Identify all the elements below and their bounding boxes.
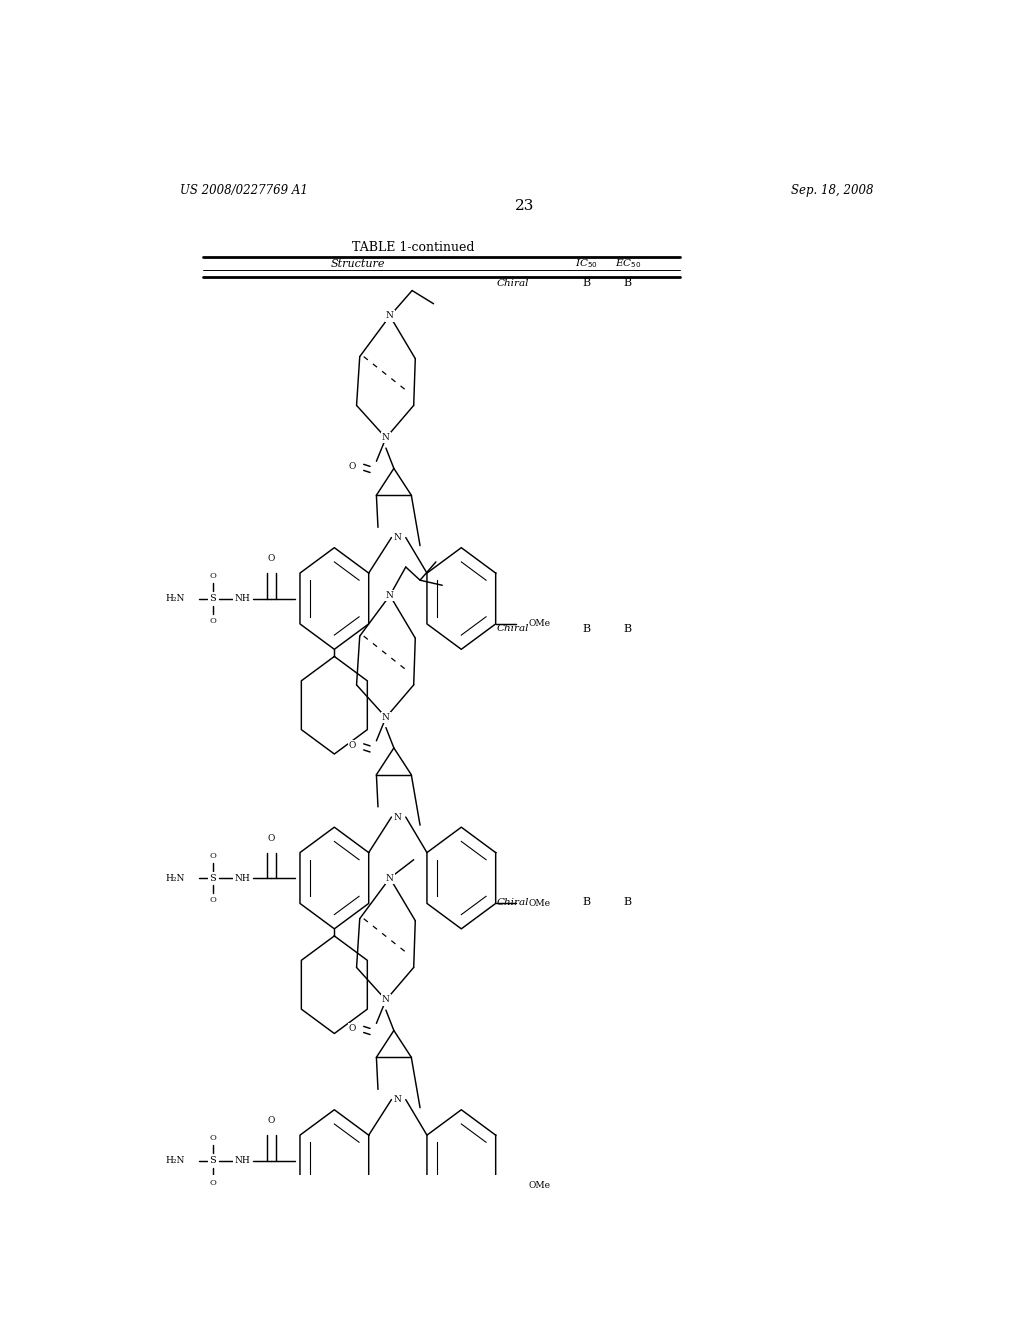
- Text: O: O: [210, 572, 216, 581]
- Text: B: B: [624, 898, 632, 907]
- Text: Sep. 18, 2008: Sep. 18, 2008: [792, 183, 873, 197]
- Text: O: O: [210, 1134, 216, 1142]
- Text: O: O: [210, 616, 216, 624]
- Text: O: O: [267, 554, 274, 564]
- Text: H₂N: H₂N: [166, 594, 185, 603]
- Text: N: N: [394, 533, 401, 543]
- Text: O: O: [349, 1024, 356, 1034]
- Text: TABLE 1-continued: TABLE 1-continued: [352, 242, 475, 255]
- Text: OMe: OMe: [528, 619, 550, 628]
- Text: O: O: [267, 834, 274, 843]
- Text: Structure: Structure: [331, 259, 385, 268]
- Text: S: S: [210, 874, 216, 883]
- Text: N: N: [382, 713, 390, 722]
- Text: OMe: OMe: [528, 1181, 550, 1191]
- Text: N: N: [386, 874, 394, 883]
- Text: N: N: [394, 1096, 401, 1104]
- Text: O: O: [349, 742, 356, 750]
- Text: N: N: [386, 312, 394, 321]
- Text: H₂N: H₂N: [166, 1156, 185, 1166]
- Text: O: O: [349, 462, 356, 471]
- Text: OMe: OMe: [528, 899, 550, 908]
- Text: NH: NH: [234, 1156, 250, 1166]
- Text: N: N: [386, 591, 394, 601]
- Text: EC$_{50}$: EC$_{50}$: [614, 257, 641, 271]
- Text: NH: NH: [234, 594, 250, 603]
- Text: B: B: [583, 624, 591, 634]
- Text: B: B: [583, 279, 591, 288]
- Text: IC$_{50}$: IC$_{50}$: [575, 257, 598, 271]
- Text: S: S: [210, 594, 216, 603]
- Text: O: O: [210, 896, 216, 904]
- Text: N: N: [382, 433, 390, 442]
- Text: B: B: [624, 279, 632, 288]
- Text: O: O: [267, 1117, 274, 1126]
- Text: O: O: [210, 851, 216, 859]
- Text: N: N: [382, 995, 390, 1005]
- Text: US 2008/0227769 A1: US 2008/0227769 A1: [179, 183, 307, 197]
- Text: 23: 23: [515, 199, 535, 213]
- Text: H₂N: H₂N: [166, 874, 185, 883]
- Text: S: S: [210, 1156, 216, 1166]
- Text: NH: NH: [234, 874, 250, 883]
- Text: N: N: [394, 813, 401, 821]
- Text: Chiral: Chiral: [497, 624, 529, 634]
- Text: Chiral: Chiral: [497, 898, 529, 907]
- Text: Chiral: Chiral: [497, 279, 529, 288]
- Text: B: B: [624, 624, 632, 634]
- Text: B: B: [583, 898, 591, 907]
- Text: O: O: [210, 1179, 216, 1187]
